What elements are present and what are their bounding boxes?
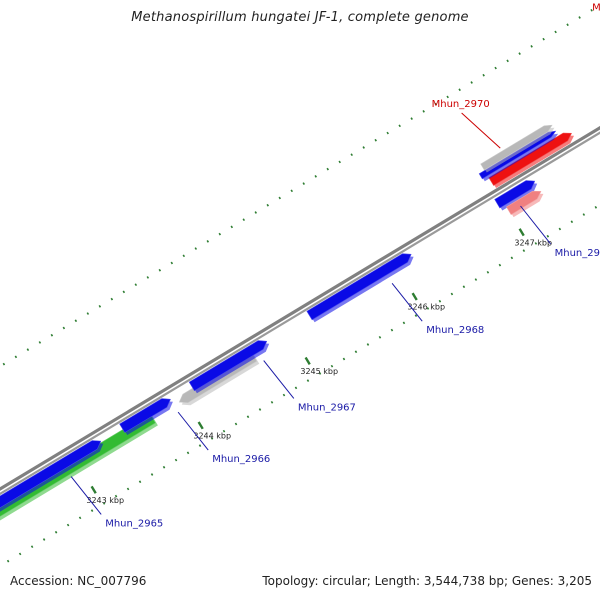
reverse-label-leader: [520, 205, 552, 245]
reverse-gene-label[interactable]: Mhun_2967: [298, 402, 356, 413]
gene-arrow-mhun-2970c: [480, 124, 553, 171]
scale-tick-label: 3245 kbp: [300, 367, 338, 376]
scale-tick-mark: [304, 356, 311, 366]
scale-tick-mark: [90, 485, 97, 494]
genome-summary-text: Topology: circular; Length: 3,544,738 bp…: [262, 574, 592, 588]
gene-labels: Mhun_2970Mhun_2972Mhun_2974Mhun_2965Mhun…: [70, 2, 600, 529]
gene-arrow-mhun-2970b-shadow: [481, 133, 559, 182]
scale-tick-label: 3243 kbp: [86, 496, 124, 505]
gene-arrow-mhun-2969b: [506, 190, 542, 216]
accession-text: Accession: NC_007796: [10, 574, 147, 588]
map-title: Methanospirillum hungatei JF-1, complete…: [131, 10, 469, 25]
scale-tick-label: 3247 kbp: [514, 238, 552, 247]
reverse-label-leader: [391, 282, 423, 322]
reverse-label-leader: [263, 360, 295, 399]
scale-tick-label: 3244 kbp: [193, 432, 231, 441]
gene-features: [0, 124, 574, 521]
reverse-gene-label[interactable]: Mhun_2969: [555, 248, 600, 259]
backbone-strand-outer: [0, 125, 600, 491]
scale-tick-mark: [411, 292, 418, 301]
scale-tick-mark: [518, 228, 525, 237]
reverse-label-leader: [177, 411, 209, 451]
outer-dotted-rings: [0, 3, 600, 568]
gene-arrow-mhun-2967: [188, 340, 268, 392]
gene-arrow-mhun-2968: [306, 253, 412, 321]
reverse-gene-label[interactable]: Mhun_2968: [426, 325, 484, 336]
gene-arrow-mhun-2964: [0, 440, 102, 509]
outer-dot-ring-reverse: [0, 203, 600, 568]
genome-backbone: [0, 125, 600, 496]
scale-tick-mark: [197, 421, 204, 430]
reverse-gene-label[interactable]: Mhun_2965: [105, 518, 163, 529]
forward-gene-label[interactable]: Mhun_2970: [432, 99, 490, 110]
gene-arrow-mhun-2966b: [119, 398, 171, 433]
forward-gene-label[interactable]: Mhun_2972: [592, 2, 600, 13]
gene-arrow-mhun-2970c-shadow: [483, 127, 555, 173]
forward-label-leader: [461, 112, 501, 149]
backbone-strand-inner: [0, 131, 600, 496]
scale-tick-label: 3246 kbp: [407, 303, 445, 312]
scale-ticks: 3243 kbp 3244 kbp 3245 kbp 3246 kbp 3247 kbp…: [86, 228, 552, 505]
reverse-gene-label[interactable]: Mhun_2966: [212, 454, 270, 465]
reverse-label-leader: [70, 476, 102, 515]
gene-arrow-mhun-2969: [494, 180, 536, 209]
